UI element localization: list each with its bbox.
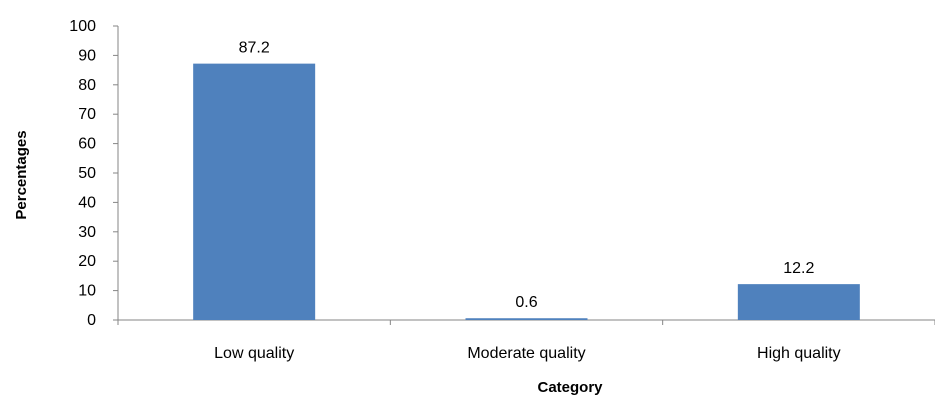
y-axis: 0 10 20 30 40 50 60 70 80 90 100 (69, 18, 119, 329)
y-tick-label: 60 (78, 136, 96, 153)
bar (465, 318, 588, 320)
x-category-label: High quality (757, 345, 841, 362)
y-tick-label: 40 (78, 194, 96, 211)
bar-data-label: 12.2 (783, 260, 814, 277)
bar (737, 284, 860, 320)
y-tick-label: 10 (78, 283, 96, 300)
y-tick-label: 70 (78, 106, 96, 123)
y-tick-label: 50 (78, 165, 96, 182)
x-axis-title: Category (537, 379, 603, 396)
y-tick-label: 90 (78, 47, 96, 64)
bar (193, 63, 316, 321)
y-tick-label: 0 (87, 312, 96, 329)
y-tick-label: 30 (78, 224, 96, 241)
x-category-label: Low quality (214, 345, 294, 362)
y-tick-label: 100 (69, 18, 96, 35)
y-tick-label: 20 (78, 253, 96, 270)
y-tick-label: 80 (78, 77, 96, 94)
bar-data-label: 87.2 (239, 40, 270, 57)
bar-data-label: 0.6 (515, 294, 537, 311)
data-labels: 87.2 0.6 12.2 (239, 40, 815, 312)
x-axis: Low quality Moderate quality High quality (117, 319, 935, 362)
bars (193, 63, 860, 321)
y-axis-title: Percentages (13, 130, 30, 219)
x-category-label: Moderate quality (467, 345, 585, 362)
